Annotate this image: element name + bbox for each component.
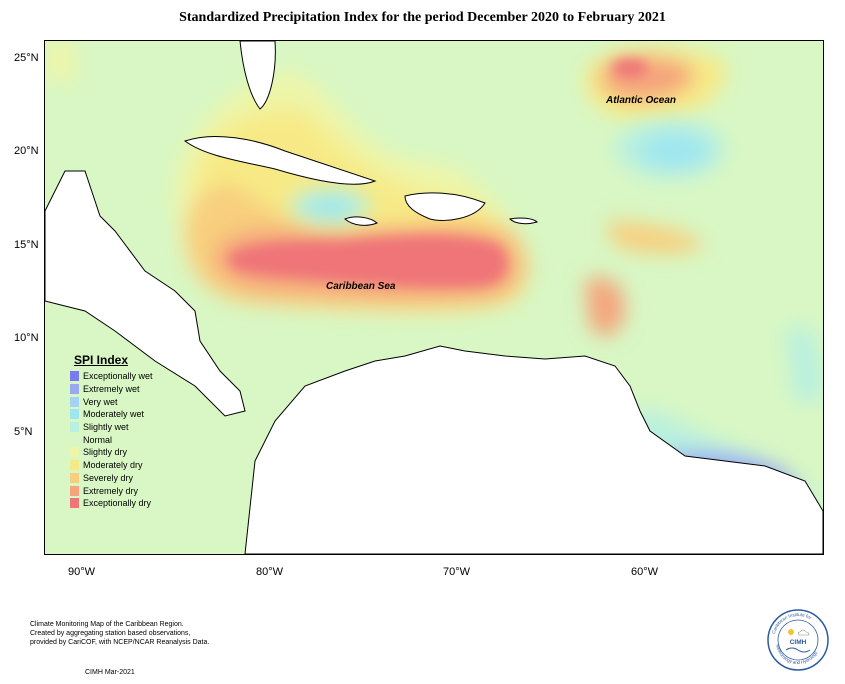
legend-swatch [70,384,79,395]
credit-date: CIMH Mar-2021 [85,669,135,676]
lat-label-5n: 5°N [14,426,33,438]
legend-swatch [70,498,79,509]
legend-item: Extremely dry [70,484,153,497]
legend-swatch [70,434,79,445]
legend-swatch [70,472,79,483]
atlantic-ocean-label: Atlantic Ocean [606,95,677,106]
lat-label-20n: 20°N [14,145,39,157]
credit-line-3: provided by CariCOF, with NCEP/NCAR Rean… [30,639,210,646]
legend-label: Very wet [83,396,118,407]
legend-swatch [70,409,79,420]
wave-icon [785,647,811,653]
legend-swatch [70,396,79,407]
credit-line-1: Climate Monitoring Map of the Caribbean … [30,621,184,628]
legend-title: SPI Index [74,353,129,367]
logo-text: CIMH [790,639,807,646]
legend-label: Extremely dry [83,485,139,496]
exceptional-dry-zones [229,59,648,287]
legend-swatch [70,371,79,382]
legend-swatch [70,447,79,458]
lat-label-15n: 15°N [14,239,39,251]
spi-map-canvas [45,41,823,554]
legend-item: Extremely wet [70,383,153,396]
lat-label-10n: 10°N [14,332,39,344]
legend-label: Extremely wet [83,384,140,395]
legend-label: Normal [83,434,113,445]
legend-item: Moderately wet [70,408,153,421]
legend-label: Moderately dry [83,460,143,471]
sun-icon [788,629,794,635]
legend-item: Exceptionally wet [70,370,153,383]
legend-label: Exceptionally dry [83,498,152,509]
legend-item: Moderately dry [70,459,153,472]
lon-label-60w: 60°W [631,566,659,578]
legend-item: Slightly dry [70,446,153,459]
legend-label: Exceptionally wet [83,371,153,382]
legend-swatch [70,485,79,496]
legend-item: Very wet [70,395,153,408]
lat-label-25n: 25°N [14,52,39,64]
legend-label: Severely dry [83,472,134,483]
map-credits: Climate Monitoring Map of the Caribbean … [30,620,209,647]
map-title: Standardized Precipitation Index for the… [179,10,666,25]
legend-item: Normal [70,433,153,446]
legend-item: Severely dry [70,472,153,485]
lon-label-70w: 70°W [443,566,471,578]
lon-label-90w: 90°W [68,566,96,578]
spi-map [44,40,824,555]
land-masses [45,41,823,554]
cimh-logo: Caribbean Institute for Meteorology and … [766,608,830,672]
cloud-icon [797,629,810,636]
legend-label: Slightly dry [83,447,128,458]
legend-item: Slightly wet [70,421,153,434]
credit-line-2: Created by aggregating station based obs… [30,630,191,637]
spi-legend: SPI Index Exceptionally wet Extremely wet… [70,353,153,510]
legend-swatch [70,460,79,471]
lon-label-80w: 80°W [256,566,284,578]
legend-label: Slightly wet [83,422,129,433]
legend-items: Exceptionally wet Extremely wet Very wet Mo… [70,370,153,510]
legend-swatch [70,422,79,433]
legend-label: Moderately wet [83,409,145,420]
legend-item: Exceptionally dry [70,497,153,510]
caribbean-sea-label: Caribbean Sea [326,281,396,292]
